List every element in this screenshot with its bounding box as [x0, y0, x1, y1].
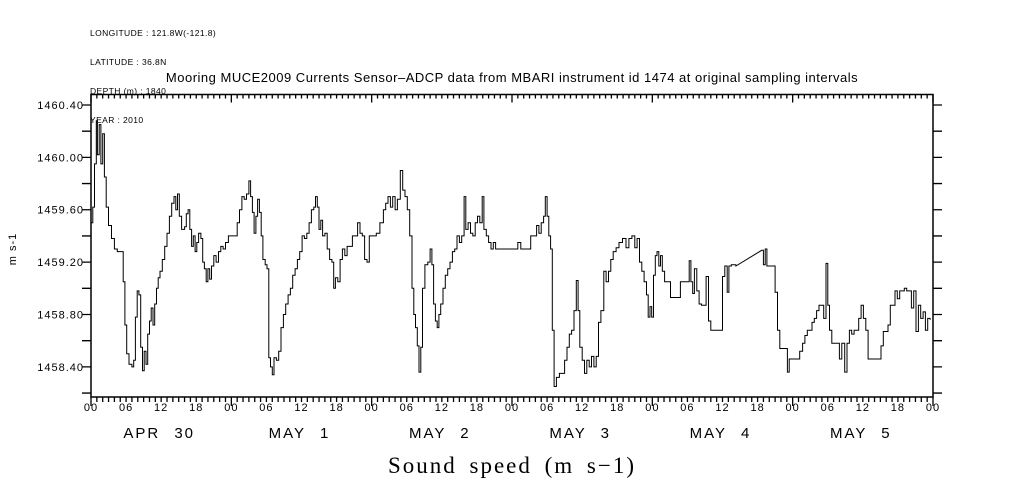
x-tick-label: 18: [610, 402, 624, 414]
x-tick-label: 06: [400, 402, 414, 414]
metadata-depth: DEPTH (m) : 1840: [90, 85, 167, 96]
y-tick-label: 1459.60: [37, 205, 84, 217]
x-tick-label: 06: [540, 402, 554, 414]
day-label: MAY 3: [549, 425, 611, 442]
y-tick-label: 1460.40: [37, 100, 84, 112]
metadata-block: LONGITUDE : 121.8W(-121.8) LATITUDE : 36…: [90, 10, 216, 144]
y-tick-label: 1458.40: [37, 362, 84, 374]
x-tick-label: 18: [189, 402, 203, 414]
chart-title: Mooring MUCE2009 Currents Sensor–ADCP da…: [165, 70, 859, 85]
x-tick-label: 18: [750, 402, 764, 414]
x-tick-label: 12: [154, 402, 168, 414]
x-tick-label: 12: [715, 402, 729, 414]
x-tick-label: 12: [856, 402, 870, 414]
day-label: MAY 5: [830, 425, 892, 442]
x-tick-label: 12: [435, 402, 449, 414]
x-tick-label: 00: [786, 402, 800, 414]
x-tick-label: 18: [470, 402, 484, 414]
y-axis-tick-labels: 1460.40 1460.00 1459.60 1459.20 1458.80 1458.…: [37, 100, 84, 374]
x-tick-label: 00: [84, 402, 98, 414]
x-tick-label: 00: [645, 402, 659, 414]
x-axis-caption: Sound speed (m s−1): [387, 453, 637, 478]
plot-frame: [90, 93, 934, 398]
x-tick-label: 06: [680, 402, 694, 414]
day-label: MAY 1: [269, 425, 331, 442]
y-tick-label: 1460.00: [37, 152, 84, 164]
x-tick-label: 00: [224, 402, 238, 414]
x-tick-label: 12: [575, 402, 589, 414]
day-label: MAY 2: [409, 425, 471, 442]
data-series-line: [91, 120, 931, 387]
metadata-longitude: LONGITUDE : 121.8W(-121.8): [90, 28, 217, 39]
x-axis-day-labels: APR 30 MAY 1 MAY 2 MAY 3 MAY 4 MAY 5: [123, 425, 892, 442]
x-tick-label: 00: [365, 402, 379, 414]
y-tick-label: 1459.20: [37, 257, 84, 269]
day-label: APR 30: [123, 425, 195, 442]
y-tick-label: 1458.80: [37, 310, 84, 322]
metadata-year: YEAR : 2010: [90, 114, 144, 125]
x-tick-label: 12: [294, 402, 308, 414]
x-axis-tick-labels: 00 06 12 18 00 06 12 18 00 06 12 18 00 06 12 18 00 06 12 18…: [84, 402, 940, 414]
x-tick-label: 06: [821, 402, 835, 414]
x-tick-label: 06: [259, 402, 273, 414]
x-tick-label: 06: [119, 402, 133, 414]
axis-ticks: [82, 94, 942, 406]
x-tick-label: 18: [329, 402, 343, 414]
day-label: MAY 4: [690, 425, 752, 442]
x-tick-label: 18: [891, 402, 905, 414]
metadata-latitude: LATITUDE : 36.8N: [90, 56, 167, 67]
x-tick-label: 00: [505, 402, 519, 414]
x-tick-label-end: 00: [926, 402, 940, 414]
